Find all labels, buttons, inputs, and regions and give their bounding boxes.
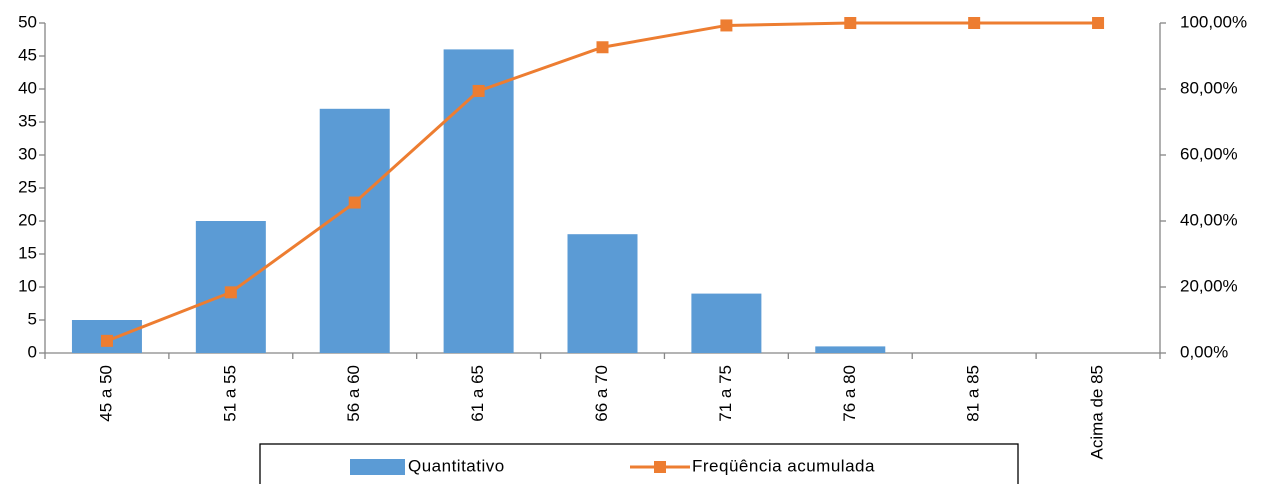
bar (443, 49, 514, 354)
y-tick-label: 45 (18, 45, 37, 64)
legend-swatch (350, 459, 405, 475)
legend-marker (654, 461, 666, 473)
line-marker (968, 17, 981, 29)
y-tick-label: 35 (18, 111, 37, 130)
line-marker (844, 17, 857, 29)
line-marker (472, 84, 485, 97)
x-tick-label: 81 a 85 (964, 365, 983, 422)
bar (567, 234, 638, 353)
x-tick-label: 71 a 75 (716, 365, 735, 422)
y-tick-label: 15 (18, 243, 37, 262)
x-tick-label: 51 a 55 (220, 365, 239, 422)
bar (691, 293, 762, 353)
y-tick-label: 20 (18, 210, 37, 229)
x-tick-label: Acima de 85 (1088, 365, 1107, 460)
y-tick-label: 5 (28, 309, 37, 328)
x-tick-label: 61 a 65 (468, 365, 487, 422)
y-tick-label: 40 (18, 78, 37, 97)
line-marker (224, 286, 237, 299)
y2-tick-label: 60,00% (1180, 144, 1238, 163)
x-tick-label: 76 a 80 (840, 365, 859, 422)
y-tick-label: 25 (18, 177, 37, 196)
x-tick-label: 66 a 70 (592, 365, 611, 422)
y2-tick-label: 20,00% (1180, 276, 1238, 295)
x-tick-label: 45 a 50 (96, 365, 115, 422)
y2-tick-label: 40,00% (1180, 210, 1238, 229)
bar (319, 108, 390, 353)
line-marker (596, 41, 609, 54)
y2-tick-label: 80,00% (1180, 78, 1238, 97)
legend-label: Freqüência acumulada (692, 456, 875, 475)
y-tick-label: 10 (18, 276, 37, 295)
line-marker (1092, 17, 1105, 29)
line-marker (348, 196, 361, 209)
x-tick-label: 56 a 60 (344, 365, 363, 422)
y2-tick-label: 100,00% (1180, 12, 1247, 31)
line-marker (100, 334, 113, 347)
bar (815, 346, 886, 353)
y-tick-label: 50 (18, 12, 37, 31)
y-tick-label: 0 (28, 342, 37, 361)
line-marker (720, 19, 733, 32)
legend-label: Quantitativo (408, 456, 505, 475)
y-tick-label: 30 (18, 144, 37, 163)
y2-tick-label: 0,00% (1180, 342, 1228, 361)
